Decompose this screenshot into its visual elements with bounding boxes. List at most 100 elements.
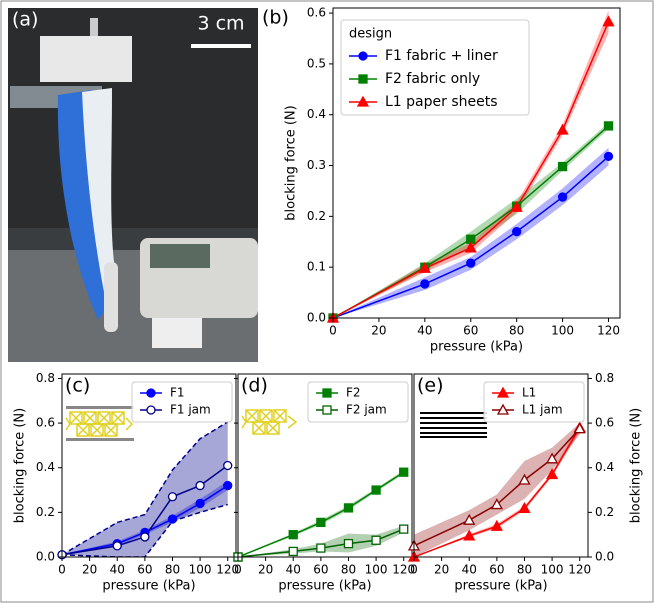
y-tick-label: 0.2 <box>36 505 55 519</box>
marker <box>140 532 150 542</box>
marker <box>512 226 522 237</box>
x-tick-label: 20 <box>82 563 97 577</box>
y-tick-label: 0.3 <box>307 158 326 172</box>
marker <box>316 517 326 528</box>
marker <box>464 241 477 253</box>
marker <box>288 530 298 540</box>
marker <box>490 498 503 510</box>
marker <box>418 261 431 273</box>
y-tick-label: 0.1 <box>307 260 326 274</box>
x-tick-label: 80 <box>341 563 356 577</box>
photo-gripper-block <box>40 36 132 82</box>
legend-label: F2 <box>346 386 361 400</box>
icon-d <box>241 409 298 435</box>
icon-e <box>420 412 487 438</box>
legend-marker <box>496 403 510 415</box>
series-line <box>414 428 581 547</box>
marker <box>466 258 476 268</box>
x-tick-label: 20 <box>258 563 273 577</box>
marker <box>556 123 569 135</box>
marker <box>545 468 559 480</box>
band-edge <box>62 421 229 556</box>
y-tick-label: 0.5 <box>307 56 326 70</box>
y-tick-label: 0.4 <box>307 107 326 121</box>
marker <box>343 538 354 549</box>
band <box>62 421 228 557</box>
x-tick-label: 100 <box>365 563 388 577</box>
y-tick-label: 0.0 <box>36 550 55 564</box>
marker <box>371 485 381 495</box>
photo-probe <box>104 262 118 332</box>
scale-bar <box>191 44 251 48</box>
panel-label: (e) <box>417 375 444 397</box>
marker <box>420 279 430 289</box>
marker <box>518 473 531 485</box>
marker <box>288 546 298 557</box>
legend-box <box>307 381 409 423</box>
legend-label: F1 <box>170 386 185 400</box>
x-tick-label: 60 <box>489 563 504 577</box>
chart: 0 20 40 60 80 100 120 0.0 0.1 0.2 0.3 0.4 0.5 0.6 pres… <box>262 6 621 355</box>
x-tick-label: 0 <box>410 563 418 577</box>
marker <box>573 422 586 434</box>
marker <box>463 529 476 541</box>
plot-area <box>414 423 581 557</box>
legend-marker <box>358 74 368 84</box>
y-axis-title: blocking force (N) <box>13 408 28 523</box>
axes-frame <box>61 373 237 558</box>
y-axis-title: blocking force (N) <box>284 105 299 220</box>
marker <box>557 192 568 202</box>
icon-c <box>65 406 134 441</box>
legend: design F1 fabric + liner F2 fabric only L1 … <box>340 19 530 116</box>
marker <box>490 519 503 531</box>
marker <box>399 524 409 534</box>
marker <box>557 161 568 172</box>
legend-marker <box>322 405 332 415</box>
marker <box>223 460 233 471</box>
band-edge <box>62 503 228 557</box>
x-tick-label: 60 <box>463 324 478 338</box>
series-line <box>62 484 229 556</box>
chart: 0 20 40 60 80 100 120 pressure (kPa) (d) F2 F2 jam <box>233 373 415 594</box>
x-tick-label: 0 <box>58 563 66 577</box>
x-tick-label: 80 <box>165 563 180 577</box>
legend-label: F2 jam <box>346 403 387 417</box>
legend-label: L1 <box>522 386 536 400</box>
marker <box>602 15 615 27</box>
legend-box <box>483 381 585 423</box>
legend-box <box>340 19 530 116</box>
photo: 3 cm (a) <box>8 8 258 362</box>
y-tick-label: 0.6 <box>595 416 614 430</box>
x-tick-label: 40 <box>462 563 477 577</box>
legend-marker <box>356 95 370 107</box>
legend-label: F1 jam <box>170 403 211 417</box>
marker <box>518 502 531 513</box>
x-tick-label: 60 <box>313 563 328 577</box>
y-tick-label: 0.6 <box>36 416 55 430</box>
chart: 0 20 40 60 80 100 120 0.0 0.2 0.4 0.6 0.8 pressure (… <box>13 371 240 594</box>
y-tick-label: 0.2 <box>595 505 614 519</box>
x-tick-label: 0 <box>329 324 337 338</box>
marker <box>195 498 205 509</box>
legend-marker <box>146 388 156 398</box>
x-tick-label: 20 <box>434 563 449 577</box>
marker <box>463 513 476 525</box>
x-tick-label: 100 <box>551 324 574 338</box>
x-tick-label: 120 <box>216 563 239 577</box>
marker <box>316 543 326 553</box>
y-tick-label: 0.8 <box>36 371 55 385</box>
marker <box>167 514 178 524</box>
x-axis-title: pressure (kPa) <box>278 579 371 594</box>
plot-area <box>333 10 610 318</box>
panel-label: (d) <box>241 375 268 397</box>
x-tick-label: 80 <box>509 324 524 338</box>
y-tick-label: 0.4 <box>36 460 55 474</box>
x-tick-label: 120 <box>568 563 591 577</box>
legend-label: F1 fabric + liner <box>385 48 498 64</box>
x-tick-label: 120 <box>392 563 415 577</box>
x-tick-label: 100 <box>541 563 564 577</box>
axes-frame <box>413 373 589 558</box>
photo-finger-white <box>82 88 118 320</box>
x-tick-label: 100 <box>189 563 212 577</box>
series-line <box>333 21 610 318</box>
